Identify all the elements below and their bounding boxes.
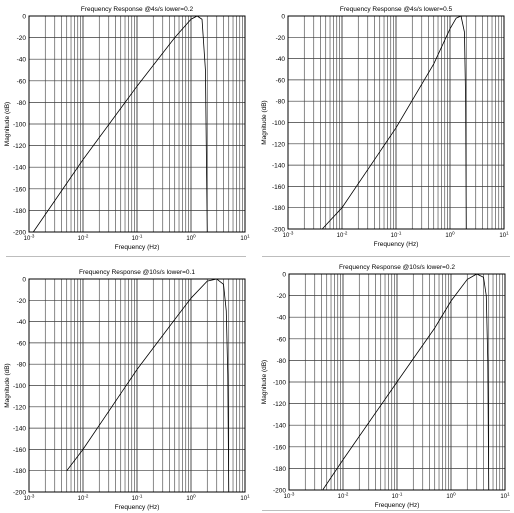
response-curve <box>321 15 467 230</box>
y-tick-label: -20 <box>17 298 27 305</box>
y-tick-label: 0 <box>281 14 285 21</box>
y-tick-label: -180 <box>273 466 286 473</box>
y-tick-label: -80 <box>17 362 27 369</box>
y-tick-label: -120 <box>13 143 26 150</box>
response-curve <box>322 273 490 491</box>
x-tick-label: 10-1 <box>132 234 143 243</box>
y-tick-label: -180 <box>13 468 26 475</box>
separator-line-bottom <box>262 510 510 511</box>
grid-lines <box>28 15 245 233</box>
y-axis-label: Magnitude (dB) <box>261 360 268 404</box>
chart-3: 0-20-40-60-80-100-120-140-160-180-20010-… <box>4 269 250 511</box>
y-tick-label: -100 <box>273 380 286 387</box>
y-tick-label: 0 <box>22 277 26 284</box>
x-tick-label: 100 <box>445 231 455 240</box>
x-tick-label: 10-3 <box>24 494 35 503</box>
grid-lines <box>28 278 245 493</box>
x-tick-label: 10-2 <box>338 492 349 501</box>
y-tick-label: 0 <box>282 272 286 279</box>
y-tick-label: -120 <box>13 404 26 411</box>
chart-panel-1: 0 -20 -40 -60 -80 -100 -120 -140 -160 -180 -200 10-… <box>0 0 257 255</box>
y-tick-label: -40 <box>276 56 286 63</box>
y-tick-label: -140 <box>272 163 285 170</box>
x-tick-label: 10-3 <box>24 234 35 243</box>
x-tick-label: 100 <box>446 492 456 501</box>
y-tick-label: -180 <box>13 208 26 215</box>
plot-frame <box>288 273 506 491</box>
response-curve <box>66 278 230 493</box>
plot-frame <box>287 15 505 230</box>
x-tick-label: 10-3 <box>283 231 294 240</box>
x-axis-label: Frequency (Hz) <box>115 504 160 511</box>
separator-line-right <box>262 256 510 257</box>
y-tick-label: -100 <box>13 122 26 129</box>
chart-1: 0-20-40-60-80-100-120-140-160-180-20010-… <box>4 6 250 251</box>
y-tick-label: -60 <box>17 340 27 347</box>
x-tick-label: 101 <box>500 492 510 501</box>
x-axis-label: Frequency (Hz) <box>374 241 419 248</box>
y-tick-label: -20 <box>17 35 27 42</box>
x-tick-label: 10-2 <box>337 231 348 240</box>
y-tick-label: -160 <box>272 184 285 191</box>
y-tick-label: -160 <box>13 186 26 193</box>
x-tick-label: 10-1 <box>132 494 143 503</box>
x-tick-label: 100 <box>186 494 196 503</box>
y-tick-label: -20 <box>276 35 286 42</box>
response-curve <box>32 15 208 233</box>
chart-title: Frequency Response @10s/s lower=0.1 <box>79 269 195 276</box>
y-tick-label: -120 <box>273 401 286 408</box>
separator-line-left <box>6 256 246 257</box>
x-tick-label: 10-3 <box>284 492 295 501</box>
y-tick-label: -160 <box>13 447 26 454</box>
y-tick-label: -80 <box>17 100 27 107</box>
y-tick-label: -140 <box>13 426 26 433</box>
y-tick-label: -100 <box>13 383 26 390</box>
x-tick-label: 101 <box>499 231 509 240</box>
y-tick-label: 0 <box>22 14 26 21</box>
x-tick-label: 10-2 <box>78 494 89 503</box>
plot-frame <box>28 278 246 493</box>
chart-title: Frequency Response @4s/s lower=0.5 <box>340 6 453 13</box>
y-tick-label: -60 <box>17 78 27 85</box>
x-tick-label: 101 <box>240 494 250 503</box>
y-tick-label: -120 <box>272 141 285 148</box>
y-tick-label: -60 <box>276 77 286 84</box>
x-tick-label: 100 <box>186 234 196 243</box>
chart-panel-3: 0 -20 -40 -60 -80 -100 -120 -140 -160 -180 -200 10-… <box>0 258 257 513</box>
y-tick-label: -160 <box>273 444 286 451</box>
chart-title: Frequency Response @10s/s lower=0.2 <box>339 264 455 271</box>
y-tick-label: -40 <box>277 315 287 322</box>
y-axis-label: Magnitude (dB) <box>4 102 11 146</box>
y-tick-label: -20 <box>277 293 287 300</box>
y-tick-label: -80 <box>277 358 287 365</box>
chart-panel-2: 0 -20 -40 -60 -80 -100 -120 -140 -160 -180 -200 10-… <box>257 0 514 255</box>
grid-lines <box>287 15 504 230</box>
x-axis-label: Frequency (Hz) <box>115 244 160 251</box>
y-tick-label: -60 <box>277 336 287 343</box>
x-axis-label: Frequency (Hz) <box>375 502 420 509</box>
y-tick-label: -200 <box>272 227 285 234</box>
x-tick-label: 10-2 <box>78 234 89 243</box>
y-axis-label: Magnitude (dB) <box>4 363 11 407</box>
y-tick-label: -200 <box>273 488 286 495</box>
plot-frame <box>28 15 246 233</box>
chart-2: 0-20-40-60-80-100-120-140-160-180-20010-… <box>261 6 509 248</box>
chart-title: Frequency Response @4s/s lower=0.2 <box>81 6 194 13</box>
y-tick-label: -180 <box>272 205 285 212</box>
chart-panel-4: 0 -20 -40 -60 -80 -100 -120 -140 -160 -180 -200 10-… <box>257 258 514 513</box>
y-tick-label: -100 <box>272 120 285 127</box>
y-tick-label: -80 <box>276 99 286 106</box>
y-tick-label: -200 <box>13 490 26 497</box>
x-tick-label: 101 <box>240 234 250 243</box>
x-tick-label: 10-1 <box>391 231 402 240</box>
chart-4: 0-20-40-60-80-100-120-140-160-180-20010-… <box>261 264 510 509</box>
y-tick-label: -140 <box>273 423 286 430</box>
y-tick-label: -40 <box>17 319 27 326</box>
y-tick-label: -40 <box>17 57 27 64</box>
y-tick-label: -200 <box>13 230 26 237</box>
y-axis-label: Magnitude (dB) <box>261 100 268 144</box>
y-tick-label: -140 <box>13 165 26 172</box>
x-tick-label: 10-1 <box>392 492 403 501</box>
